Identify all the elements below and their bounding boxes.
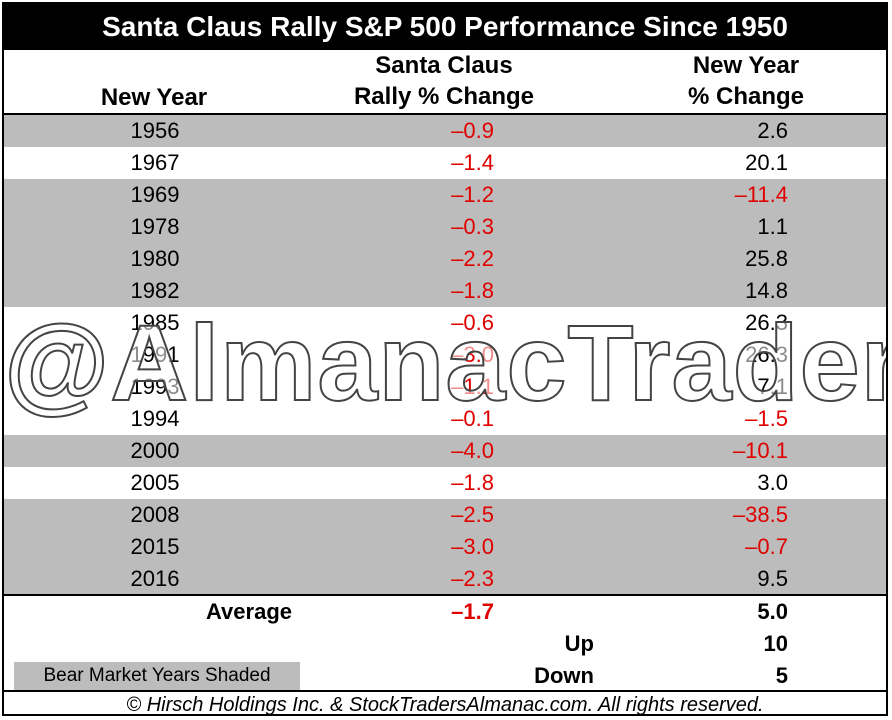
- up-label: Up: [564, 631, 594, 656]
- table-row: 2005 –1.8 3.0: [4, 467, 886, 499]
- year-cell: 1994: [130, 406, 180, 431]
- santa-rally-cell: –2.5: [451, 502, 494, 527]
- santa-rally-cell: –0.9: [451, 118, 494, 143]
- year-cell: 2008: [130, 502, 180, 527]
- table-row: 1967 –1.4 20.1: [4, 147, 886, 179]
- santa-rally-cell: –1.8: [451, 470, 494, 495]
- down-value: 5: [775, 663, 788, 688]
- santa-rally-cell: –2.3: [451, 566, 494, 591]
- new-year-change-cell: –10.1: [732, 438, 788, 463]
- header-new-year-change-line1: New Year: [692, 52, 800, 79]
- new-year-change-cell: –11.4: [734, 182, 788, 207]
- santa-rally-cell: –1.8: [451, 278, 494, 303]
- table-row: 1978 –0.3 1.1: [4, 211, 886, 243]
- header-new-year-change: New Year % Change: [636, 50, 856, 112]
- header-rule: [4, 113, 886, 115]
- table-row: 1993 –1.1 7.1: [4, 371, 886, 403]
- copyright-footer: © Hirsch Holdings Inc. & StockTradersAlm…: [126, 694, 764, 716]
- summary-rule: [4, 594, 886, 596]
- table-row: 2016 –2.3 9.5: [4, 563, 886, 595]
- table-row: 1994 –0.1 –1.5: [4, 403, 886, 435]
- santa-rally-cell: –4.0: [451, 438, 494, 463]
- down-label: Down: [534, 663, 594, 688]
- table-row: 1985 –0.6 26.3: [4, 307, 886, 339]
- santa-rally-cell: –1.1: [451, 374, 494, 399]
- santa-rally-cell: –3.0: [451, 534, 494, 559]
- up-value: 10: [763, 631, 788, 656]
- table-row: 2015 –3.0 –0.7: [4, 531, 886, 563]
- new-year-change-cell: 26.3: [745, 310, 788, 335]
- santa-rally-cell: –0.1: [451, 406, 494, 431]
- year-cell: 1991: [130, 342, 180, 367]
- year-cell: 2000: [130, 438, 180, 463]
- average-label: Average: [205, 599, 292, 624]
- year-cell: 1978: [130, 214, 180, 239]
- header-santa-claus-rally-line2: Rally % Change: [353, 83, 535, 110]
- new-year-change-cell: –0.7: [745, 534, 788, 559]
- new-year-change-cell: –1.5: [745, 406, 788, 431]
- year-cell: 1980: [130, 246, 180, 271]
- table-row: 1980 –2.2 25.8: [4, 243, 886, 275]
- santa-rally-cell: –3.0: [451, 342, 494, 367]
- year-cell: 1956: [130, 118, 180, 143]
- table-row: 1991 –3.0 26.3: [4, 339, 886, 371]
- new-year-change-cell: 7.1: [757, 374, 788, 399]
- new-year-change-cell: 2.6: [757, 118, 788, 143]
- header-santa-claus-rally-line1: Santa Claus: [375, 52, 513, 79]
- santa-rally-cell: –0.6: [451, 310, 494, 335]
- new-year-change-cell: –38.5: [732, 502, 788, 527]
- new-year-change-cell: 1.1: [757, 214, 788, 239]
- santa-rally-cell: –2.2: [451, 246, 494, 271]
- new-year-change-cell: 26.3: [745, 342, 788, 367]
- table-row: 1956 –0.9 2.6: [4, 115, 886, 147]
- year-cell: 1985: [130, 310, 180, 335]
- table-row: 2000 –4.0 –10.1: [4, 435, 886, 467]
- new-year-change-cell: 14.8: [745, 278, 788, 303]
- new-year-change-cell: 25.8: [745, 246, 788, 271]
- average-new-year-value: 5.0: [757, 599, 788, 624]
- table-row: 1969 –1.2 –11.4: [4, 179, 886, 211]
- year-cell: 1969: [130, 182, 180, 207]
- table-row: 2008 –2.5 –38.5: [4, 499, 886, 531]
- year-cell: 2015: [130, 534, 180, 559]
- table-body: 1956 –0.9 2.6 1967 –1.4 20.1 1969 –1.2 –11.4 1978…: [4, 115, 886, 595]
- santa-rally-cell: –1.4: [451, 150, 494, 175]
- year-cell: 1967: [130, 150, 180, 175]
- header-new-year-change-line2: % Change: [687, 83, 804, 110]
- santa-rally-cell: –1.2: [451, 182, 494, 207]
- new-year-change-cell: 3.0: [757, 470, 788, 495]
- santa-rally-cell: –0.3: [451, 214, 494, 239]
- year-cell: 2005: [130, 470, 180, 495]
- header-new-year: New Year: [100, 84, 208, 111]
- footer-rule: [4, 690, 886, 692]
- table-row: 1982 –1.8 14.8: [4, 275, 886, 307]
- bear-market-legend: Bear Market Years Shaded: [14, 662, 300, 690]
- year-cell: 1993: [130, 374, 180, 399]
- new-year-change-cell: 20.1: [745, 150, 788, 175]
- new-year-change-cell: 9.5: [757, 566, 788, 591]
- chart-title: Santa Claus Rally S&P 500 Performance Si…: [4, 4, 886, 50]
- year-cell: 1982: [130, 278, 180, 303]
- year-cell: 2016: [130, 566, 180, 591]
- header-santa-claus-rally: Santa Claus Rally % Change: [324, 50, 564, 112]
- average-santa-value: –1.7: [451, 599, 494, 624]
